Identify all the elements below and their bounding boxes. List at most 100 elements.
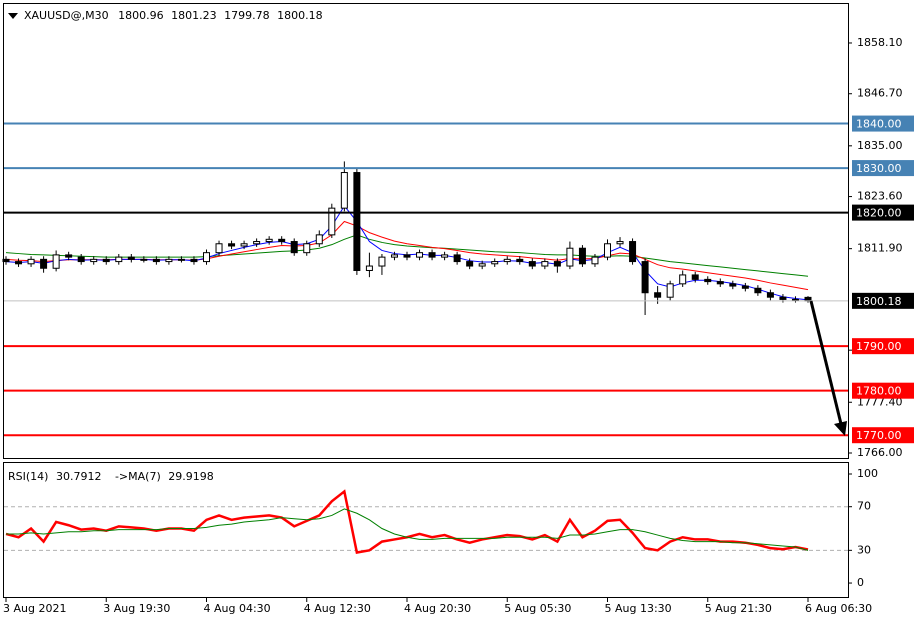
candle-body: [177, 258, 185, 261]
candle-body: [691, 274, 699, 280]
candle-body: [704, 278, 712, 283]
candle-body: [328, 207, 336, 236]
candle-body: [629, 241, 637, 263]
candle-body: [478, 263, 486, 267]
main-header: XAUUSD@,M30 1800.96 1801.23 1799.78 1800…: [24, 9, 323, 22]
candle-body: [102, 258, 110, 263]
x-tick-label: 5 Aug 13:30: [605, 602, 672, 615]
candle-body: [403, 254, 411, 258]
y-tick-label: 100: [857, 467, 878, 480]
candle-body: [641, 261, 649, 294]
candle-body: [15, 261, 23, 265]
candle-body: [528, 261, 536, 267]
candle-body: [729, 283, 737, 287]
candle-body: [666, 283, 674, 298]
level-box: [852, 160, 914, 177]
candle-body: [115, 256, 123, 263]
x-tick-label: 4 Aug 04:30: [204, 602, 271, 615]
forecast-arrowhead: [834, 421, 847, 436]
y-tick-label: 1835.00: [857, 139, 903, 152]
level-label: 1770.00: [856, 429, 902, 442]
candle-body: [491, 261, 499, 265]
candle-body: [466, 261, 474, 267]
main-frame: [3, 3, 849, 459]
level-box: [852, 382, 914, 399]
symbol: XAUUSD@,M30: [24, 9, 109, 22]
rsi-name: RSI(14): [8, 470, 48, 483]
y-tick-label: 1858.10: [857, 36, 903, 49]
candle-body: [140, 258, 148, 261]
y-tick-label: 30: [857, 543, 871, 556]
level-box: [852, 427, 914, 444]
candle-body: [578, 247, 586, 265]
level-box: [852, 115, 914, 132]
candle-body: [378, 256, 386, 267]
last-price-box: [852, 292, 914, 309]
y-tick-label: 1811.90: [857, 242, 903, 255]
x-tick-label: 4 Aug 12:30: [304, 602, 371, 615]
x-tick-label: 3 Aug 19:30: [103, 602, 170, 615]
candle-body: [679, 274, 687, 285]
candle-body: [616, 241, 624, 245]
plot: 1858.101846.701835.001823.601811.901789.…: [2, 36, 914, 615]
level-box: [852, 204, 914, 221]
candle-body: [152, 258, 160, 263]
candle-body: [265, 238, 273, 243]
candle-body: [27, 258, 35, 265]
candle-body: [215, 243, 223, 254]
candle-body: [604, 243, 611, 258]
candle-body: [127, 256, 135, 260]
x-tick-label: 6 Aug 06:30: [805, 602, 872, 615]
candle-body: [165, 258, 173, 263]
candle-body: [591, 256, 599, 265]
candle-body: [804, 296, 812, 302]
close: 1800.18: [277, 9, 323, 22]
candle-body: [65, 254, 73, 258]
candle-body: [779, 296, 787, 300]
level-box: [852, 338, 914, 355]
candle-body: [353, 172, 361, 271]
candle-body: [253, 241, 261, 245]
level-label: 1780.00: [856, 385, 902, 398]
candle-body: [553, 261, 561, 267]
candle-body: [441, 254, 449, 258]
candle-body: [416, 252, 424, 258]
y-tick-label: 1766.00: [857, 446, 903, 459]
level-label: 1820.00: [856, 207, 902, 220]
candle-body: [365, 265, 373, 271]
ma-name: ->MA(7): [115, 470, 161, 483]
last-price-label: 1800.18: [856, 295, 902, 308]
level-label: 1830.00: [856, 162, 902, 175]
x-tick-label: 3 Aug 2021: [3, 602, 66, 615]
forecast-arrow: [809, 300, 844, 429]
candle-body: [90, 258, 98, 263]
candle-body: [278, 238, 286, 243]
candle-body: [2, 258, 10, 263]
candle-body: [390, 254, 398, 258]
candle-body: [566, 247, 574, 267]
candle-body: [40, 258, 48, 269]
candle-body: [203, 252, 210, 263]
candle-body: [503, 258, 511, 263]
candle-body: [791, 298, 799, 301]
candle-body: [541, 261, 549, 267]
rsi-value: 30.7912: [56, 470, 102, 483]
candle-body: [340, 172, 348, 209]
candle-body: [654, 292, 662, 298]
candle-body: [228, 243, 236, 247]
candle-body: [315, 234, 323, 245]
candle-body: [754, 287, 762, 294]
high: 1801.23: [171, 9, 217, 22]
rsi-header: RSI(14) 30.7912 ->MA(7) 29.9198: [8, 470, 214, 483]
y-tick-label: 0: [857, 576, 864, 589]
y-tick-label: 1846.70: [857, 87, 903, 100]
low: 1799.78: [224, 9, 270, 22]
collapse-icon: [8, 13, 18, 19]
rsi-ma-line: [6, 508, 809, 551]
open: 1800.96: [118, 9, 164, 22]
candle-body: [428, 252, 436, 258]
candle-body: [716, 281, 724, 285]
level-label: 1790.00: [856, 340, 902, 353]
